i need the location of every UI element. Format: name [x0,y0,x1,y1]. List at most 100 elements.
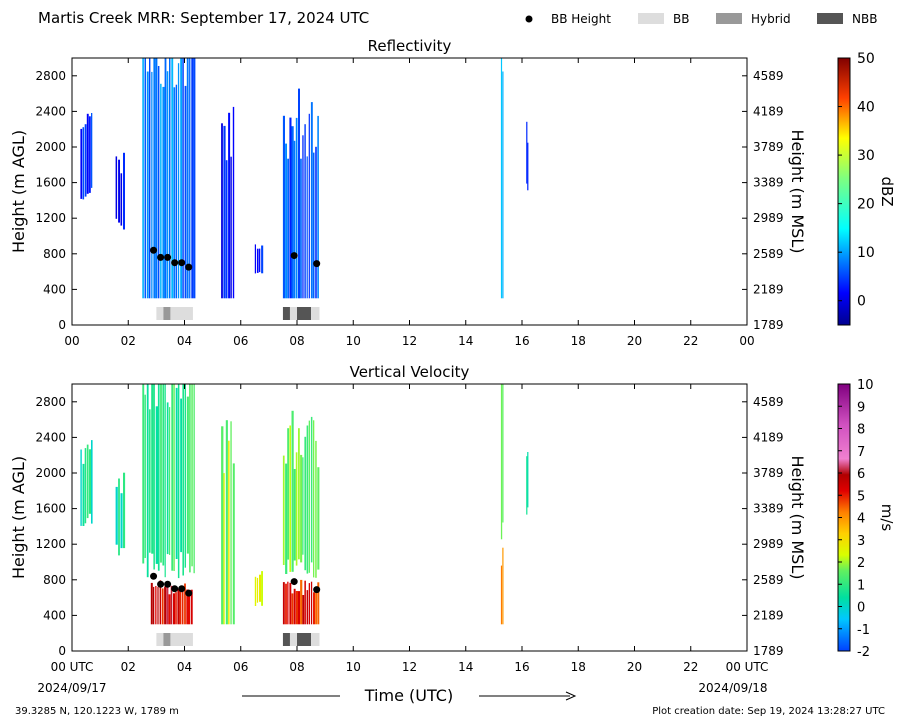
precip-streak [190,589,193,625]
bb-height-point [164,580,172,588]
bb-height-point [313,586,321,594]
bb-type-bar-hybrid [163,633,171,646]
precip-streak [308,420,310,573]
precip-streak [282,115,285,299]
precip-streak [91,113,93,188]
precip-streak [146,71,149,299]
y-tick-label: 800 [43,573,66,587]
colorbar-label: dBZ [878,176,896,206]
y-tick-label: 2400 [35,430,66,444]
legend-label: Hybrid [751,12,791,26]
precip-streak [526,456,528,515]
y2-tick-label: 4589 [753,395,784,409]
precip-streak [88,116,91,193]
precip-streak [171,384,174,571]
x-tick-label: 02 [121,334,136,348]
colorbar-tick-label: 20 [857,197,875,213]
precip-streak [155,406,158,564]
precip-streak [502,71,504,299]
x-tick-label: 14 [458,660,473,674]
precip-streak [160,384,162,563]
legend-bb-height-marker [525,15,533,23]
panel-title: Vertical Velocity [350,363,470,381]
precip-streak [230,156,232,299]
bb-height-point [290,578,298,586]
y2-tick-label: 2989 [753,537,784,551]
precip-streak [313,592,316,625]
legend-swatch-nbb [817,13,843,24]
colorbar-label: m/s [878,504,896,532]
precip-streak [169,58,171,299]
precip-streak [304,124,306,299]
precip-streak [293,588,296,625]
precip-streak [223,473,225,625]
y2-tick-label: 2189 [753,282,784,296]
precip-streak [184,85,187,299]
y-axis-label: Height (m AGL) [9,456,28,579]
precip-streak [193,384,195,574]
x-tick-label: 20 [627,660,642,674]
precip-streak [308,113,310,299]
precip-streak [225,420,228,625]
y-tick-label: 1600 [35,502,66,516]
panel-title: Reflectivity [368,37,452,55]
x-tick-label: 14 [458,334,473,348]
precip-streak [88,449,92,514]
legend-label: BB [673,12,689,26]
precip-streak [315,440,317,578]
precip-streak [189,384,191,573]
precip-streak [155,58,158,299]
precip-streak [527,452,529,508]
y2-tick-label: 2989 [753,211,784,225]
precip-streak [175,84,178,299]
precip-streak [256,577,259,603]
bb-type-bar-bb [311,307,320,320]
y2-tick-label: 4189 [753,104,784,118]
precip-streak [287,581,289,625]
legend-swatch-hybrid [716,13,742,24]
data-swaths [80,384,529,625]
precip-streak [193,58,196,299]
bb-type-bar-bb [170,633,193,646]
precip-streak [182,384,184,576]
precip-streak [302,457,304,555]
x-tick-label: 18 [571,660,586,674]
precip-streak [168,594,171,625]
x-tick-label: 00 UTC [726,660,769,674]
precip-streak [317,582,320,625]
precip-streak [282,582,285,625]
precip-streak [282,455,285,565]
precip-streak [302,135,304,299]
precip-streak [293,140,296,299]
legend-label: NBB [852,12,877,26]
precip-streak [500,58,503,299]
bb-height-point [178,585,186,593]
precip-streak [160,83,162,299]
precip-streak [151,384,154,554]
bb-type-bar-nbb [297,307,312,320]
precip-streak [186,58,189,299]
precip-streak [500,565,503,625]
precip-streak [82,463,85,526]
precip-streak [310,581,313,625]
precip-streak [191,384,193,567]
precip-streak [166,402,169,555]
bb-type-bar-bb [156,633,164,646]
bb-height-point [171,259,179,267]
precip-streak [86,113,89,194]
start-date-label: 2024/09/17 [37,681,106,695]
time-arrow-head [565,691,577,701]
colorbar-tick-label: 2 [857,556,865,571]
y-tick-label: 2800 [35,69,66,83]
precip-streak [287,428,290,560]
precip-streak [502,384,504,523]
precip-streak [285,463,288,574]
y-tick-label: 1200 [35,211,66,225]
precip-streak [502,547,504,625]
y-tick-label: 800 [43,247,66,261]
x-tick-label: 06 [233,660,248,674]
colorbar-tick-label: 6 [857,467,865,482]
precip-streak [304,580,306,625]
precip-streak [149,58,151,299]
colorbar-tick-label: -2 [857,645,870,660]
